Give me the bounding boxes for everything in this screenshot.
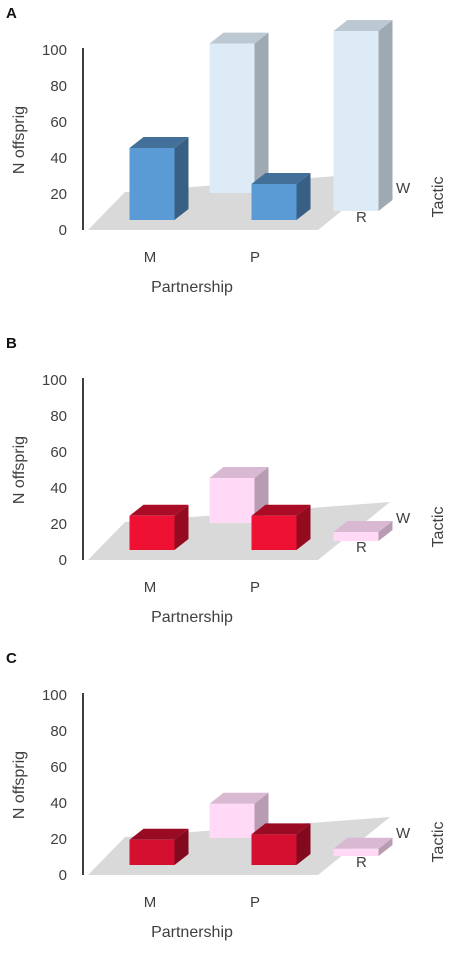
depth-tick-label: R	[356, 854, 367, 871]
bar	[209, 467, 269, 523]
x-tick-label: M	[144, 249, 157, 266]
y-tick-label: 100	[42, 372, 67, 389]
bar-side	[254, 32, 269, 193]
bar-top	[333, 837, 393, 849]
bar-side	[378, 20, 393, 211]
bar	[251, 173, 311, 220]
y-tick-label: 40	[50, 480, 67, 497]
chart-panel-a: A 0 20 40 60 80 100 N offsprig M P R W Partnership Ta…	[0, 0, 449, 314]
depth-axis-title: Tactic	[430, 822, 447, 863]
bar	[129, 828, 189, 865]
bar	[251, 823, 311, 865]
panel-label: B	[6, 335, 17, 352]
bar	[209, 32, 269, 193]
depth-tick-label: R	[356, 539, 367, 556]
bar-top	[129, 504, 189, 516]
bar-side	[378, 837, 393, 856]
bar-top	[209, 792, 269, 804]
bar	[333, 837, 393, 856]
bar-side	[174, 828, 189, 865]
bar-side	[174, 504, 189, 550]
bar-front	[129, 148, 175, 220]
bar-front	[251, 515, 297, 550]
bar-front	[251, 834, 297, 865]
bar	[129, 137, 189, 220]
y-tick-label: 60	[50, 114, 67, 131]
depth-tick-label: W	[396, 825, 411, 842]
bar	[129, 504, 189, 550]
y-tick-label: 20	[50, 831, 67, 848]
bar-top	[209, 32, 269, 44]
bar-top	[129, 137, 189, 148]
y-tick-label: 20	[50, 516, 67, 533]
panel-label: C	[6, 650, 17, 667]
bar-side	[174, 137, 189, 220]
depth-tick-label: W	[396, 180, 411, 197]
chart-svg: B 0 20 40 60 80 100 N offsprig M P R W Partnership Ta…	[6, 335, 447, 626]
depth-tick-label: R	[356, 209, 367, 226]
y-tick-label: 0	[59, 867, 67, 884]
chart-panel-c: C 0 20 40 60 80 100 N offsprig M P R W Partnership Ta…	[0, 645, 449, 959]
bar-top	[333, 20, 393, 31]
bar-top	[251, 504, 311, 516]
x-tick-label: P	[250, 894, 260, 911]
bar-front	[333, 532, 379, 541]
chart-panel-b: B 0 20 40 60 80 100 N offsprig M P R W Partnership Ta…	[0, 330, 449, 644]
bar-side	[378, 521, 393, 541]
y-tick-label: 40	[50, 150, 67, 167]
bar	[333, 20, 393, 211]
bar-front	[209, 478, 255, 523]
y-axis-title: N offsprig	[11, 751, 28, 819]
bar-front	[129, 839, 175, 865]
depth-axis-title: Tactic	[430, 507, 447, 548]
y-tick-label: 80	[50, 408, 67, 425]
bar-front	[209, 43, 255, 193]
y-axis-title: N offsprig	[11, 436, 28, 504]
depth-axis-title: Tactic	[430, 177, 447, 218]
bar-top	[251, 823, 311, 835]
bar-front	[333, 31, 379, 211]
bar-top	[251, 173, 311, 184]
bar	[333, 521, 393, 541]
bar-side	[296, 823, 311, 865]
y-tick-label: 20	[50, 186, 67, 203]
chart-svg: A 0 20 40 60 80 100 N offsprig M P R W Partnership Ta…	[6, 5, 447, 296]
y-axis-title: N offsprig	[11, 106, 28, 174]
x-axis-title: Partnership	[151, 609, 233, 626]
bar-front	[333, 848, 379, 856]
chart-svg: C 0 20 40 60 80 100 N offsprig M P R W Partnership Ta…	[6, 650, 447, 941]
bar	[209, 792, 269, 838]
y-tick-label: 80	[50, 78, 67, 95]
bar-top	[333, 521, 393, 532]
x-tick-label: M	[144, 579, 157, 596]
x-tick-label: M	[144, 894, 157, 911]
depth-tick-label: W	[396, 510, 411, 527]
panel-label: A	[6, 5, 17, 22]
bar-top	[129, 828, 189, 840]
x-tick-label: P	[250, 249, 260, 266]
y-tick-label: 60	[50, 759, 67, 776]
x-axis-title: Partnership	[151, 279, 233, 296]
bar-front	[251, 184, 297, 220]
bar-side	[296, 173, 311, 220]
x-axis-title: Partnership	[151, 924, 233, 941]
x-tick-label: P	[250, 579, 260, 596]
bar-front	[209, 803, 255, 838]
y-tick-label: 100	[42, 687, 67, 704]
y-tick-label: 40	[50, 795, 67, 812]
y-tick-label: 80	[50, 723, 67, 740]
bar-front	[129, 515, 175, 550]
bar	[251, 504, 311, 550]
y-tick-label: 0	[59, 552, 67, 569]
y-tick-label: 0	[59, 222, 67, 239]
bar-side	[296, 504, 311, 550]
bar-top	[209, 467, 269, 478]
y-tick-label: 100	[42, 42, 67, 59]
y-tick-label: 60	[50, 444, 67, 461]
